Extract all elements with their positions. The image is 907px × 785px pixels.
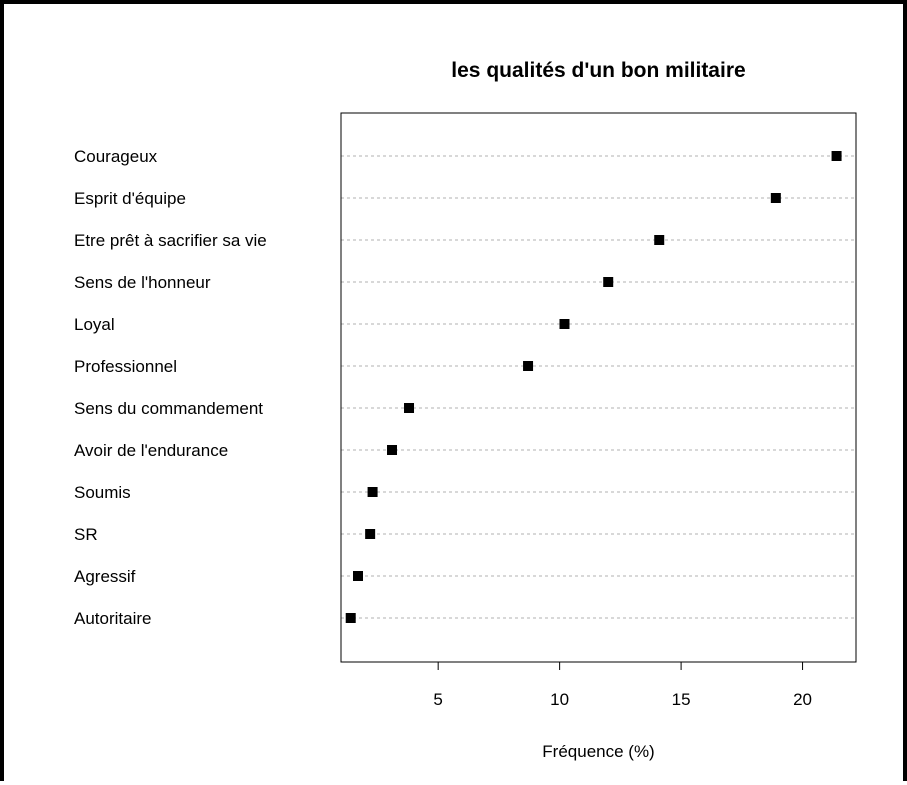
data-point — [831, 151, 842, 161]
category-label: Professionnel — [74, 357, 177, 376]
data-point — [603, 277, 614, 287]
category-label: Soumis — [74, 483, 131, 502]
x-tick-label: 10 — [550, 690, 569, 709]
category-label: Avoir de l'endurance — [74, 441, 228, 460]
data-point — [365, 529, 376, 539]
data-point — [523, 361, 534, 371]
data-point — [770, 193, 781, 203]
chart-title: les qualités d'un bon militaire — [451, 59, 745, 82]
dot-chart: les qualités d'un bon militaire Courageu… — [74, 59, 857, 761]
data-point — [367, 487, 378, 497]
data-point — [559, 319, 570, 329]
x-axis: 5 10 15 20 — [433, 661, 812, 709]
category-label: Courageux — [74, 147, 158, 166]
data-point — [404, 403, 415, 413]
data-point — [345, 613, 356, 623]
category-labels: Courageux Esprit d'équipe Etre prêt à sacr… — [74, 147, 267, 628]
x-tick-label: 5 — [433, 690, 442, 709]
category-label: Etre prêt à sacrifier sa vie — [74, 231, 267, 250]
x-axis-label: Fréquence (%) — [542, 742, 654, 761]
data-points — [345, 151, 842, 623]
x-tick-label: 20 — [793, 690, 812, 709]
category-label: Sens du commandement — [74, 399, 263, 418]
category-label: Loyal — [74, 315, 115, 334]
category-label: Autoritaire — [74, 609, 151, 628]
data-point — [654, 235, 665, 245]
grid-lines — [341, 155, 856, 619]
data-point — [353, 571, 364, 581]
category-label: Sens de l'honneur — [74, 273, 211, 292]
data-point — [387, 445, 398, 455]
category-label: SR — [74, 525, 98, 544]
category-label: Agressif — [74, 567, 136, 586]
x-tick-label: 15 — [672, 690, 691, 709]
category-label: Esprit d'équipe — [74, 189, 186, 208]
